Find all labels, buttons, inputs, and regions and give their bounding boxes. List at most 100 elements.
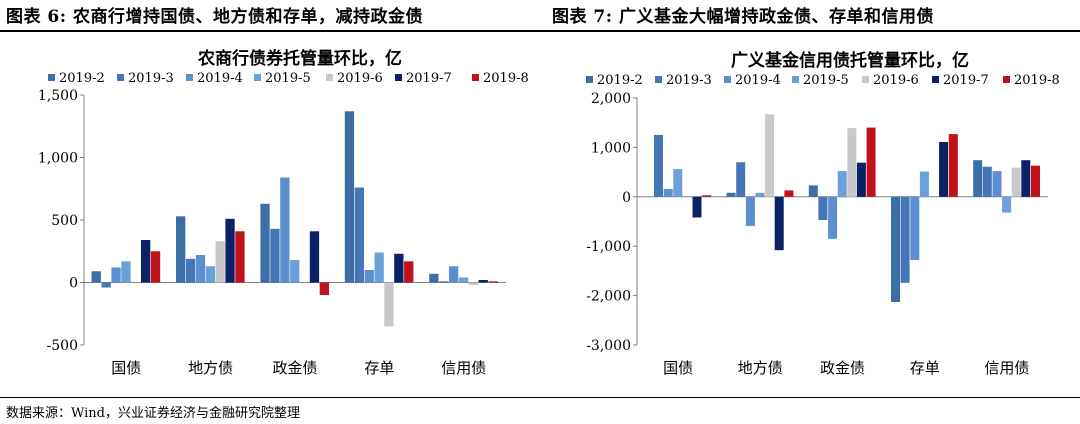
broad-fund-bond-custody-chart: 广义基金信用债托管量环比，亿 2019-2 2019-3 2019-4 2019-5 20… bbox=[586, 50, 1060, 377]
bar-2019-3-存单 bbox=[900, 196, 910, 283]
bar-2019-7-地方债 bbox=[774, 196, 784, 251]
legend-swatch-2019-8 bbox=[1003, 76, 1010, 83]
bar-2019-2-政金债 bbox=[260, 203, 270, 283]
bar-2019-8-地方债 bbox=[235, 231, 245, 283]
bar-2019-4-政金债 bbox=[280, 177, 290, 283]
category-label: 地方债 bbox=[738, 359, 783, 377]
y-tick-label: -1,000 bbox=[586, 239, 631, 255]
legend-swatch-2019-5 bbox=[792, 76, 799, 83]
bar-2019-2-存单 bbox=[344, 111, 355, 283]
bar-2019-2-信用债 bbox=[973, 160, 983, 197]
bar-2019-3-信用债 bbox=[439, 281, 449, 283]
y-tick-label: -3,000 bbox=[586, 338, 631, 354]
y-tick-label: -2,000 bbox=[586, 289, 631, 305]
figure-7-title: 图表 7: 广义基金大幅增持政金债、存单和信用债 bbox=[552, 7, 934, 27]
bar-2019-5-信用债 bbox=[1002, 196, 1012, 213]
bar-2019-8-信用债 bbox=[1031, 165, 1040, 197]
bar-2019-4-信用债 bbox=[449, 266, 459, 283]
category-label: 存单 bbox=[364, 359, 394, 377]
bar-2019-6-地方债 bbox=[215, 241, 225, 283]
legend-swatch-2019-6 bbox=[326, 74, 333, 81]
category-label: 存单 bbox=[910, 359, 940, 377]
bar-2019-7-地方债 bbox=[225, 218, 235, 283]
legend-label-2019-8: 2019-8 bbox=[1014, 73, 1060, 88]
bar-2019-5-地方债 bbox=[205, 266, 215, 283]
category-label: 政金债 bbox=[820, 359, 865, 377]
bar-2019-8-地方债 bbox=[784, 190, 794, 197]
bar-2019-7-信用债 bbox=[1021, 160, 1031, 197]
category-label: 信用债 bbox=[984, 359, 1029, 377]
source-divider bbox=[0, 397, 1080, 398]
legend-label-2019-8: 2019-8 bbox=[483, 71, 529, 86]
bar-2019-8-国债 bbox=[150, 251, 161, 283]
bar-2019-4-政金债 bbox=[828, 196, 838, 239]
bar-2019-5-国债 bbox=[121, 261, 131, 283]
bar-2019-8-存单 bbox=[948, 134, 958, 197]
legend-label-2019-5: 2019-5 bbox=[803, 73, 849, 88]
legend-label-2019-4: 2019-4 bbox=[735, 73, 781, 88]
legend-label-2019-7: 2019-7 bbox=[406, 71, 452, 86]
bar-2019-3-国债 bbox=[654, 135, 663, 197]
legend-swatch-2019-2 bbox=[586, 76, 593, 83]
legend-label-2019-3: 2019-3 bbox=[666, 73, 712, 88]
bar-2019-3-政金债 bbox=[818, 196, 828, 220]
bar-2019-5-存单 bbox=[374, 252, 384, 283]
rural-bank-bond-custody-chart: 农商行债券托管量环比，亿 2019-2 2019-3 2019-4 2019-5 2019… bbox=[38, 48, 529, 377]
bar-2019-4-国债 bbox=[663, 188, 673, 197]
chart-title: 广义基金信用债托管量环比，亿 bbox=[731, 50, 969, 71]
legend-label-2019-7: 2019-7 bbox=[943, 73, 989, 88]
bar-2019-4-存单 bbox=[910, 196, 920, 260]
legend-label-2019-6: 2019-6 bbox=[873, 73, 919, 88]
category-label: 信用债 bbox=[441, 359, 486, 377]
chart-title: 农商行债券托管量环比，亿 bbox=[197, 48, 402, 69]
category-label: 国债 bbox=[663, 359, 693, 377]
bar-2019-7-国债 bbox=[141, 240, 151, 283]
legend-swatch-2019-7 bbox=[395, 74, 402, 81]
bar-2019-6-存单 bbox=[384, 282, 394, 327]
legend-swatch-2019-4 bbox=[186, 74, 193, 81]
bar-2019-2-地方债 bbox=[176, 216, 186, 283]
category-label: 地方债 bbox=[188, 359, 233, 377]
bar-2019-5-信用债 bbox=[458, 277, 469, 283]
legend-label-2019-5: 2019-5 bbox=[265, 71, 311, 86]
y-tick-label: 1,500 bbox=[38, 88, 78, 104]
legend-swatch-2019-8 bbox=[472, 74, 479, 81]
bar-2019-7-信用债 bbox=[478, 280, 488, 283]
bar-2019-5-政金债 bbox=[837, 171, 847, 197]
bar-2019-6-信用债 bbox=[1011, 167, 1021, 197]
category-label: 国债 bbox=[111, 359, 141, 377]
bar-2019-2-存单 bbox=[891, 196, 900, 302]
bar-2019-2-政金债 bbox=[808, 185, 818, 197]
bar-2019-3-信用债 bbox=[982, 166, 992, 197]
legend-label-2019-6: 2019-6 bbox=[337, 71, 383, 86]
data-source-note: 数据来源：Wind，兴业证券经济与金融研究院整理 bbox=[6, 406, 300, 421]
bar-2019-4-信用债 bbox=[992, 171, 1002, 197]
bar-2019-2-国债 bbox=[91, 271, 101, 283]
bar-2019-7-政金债 bbox=[309, 231, 320, 283]
title-underline bbox=[0, 30, 1080, 32]
bar-2019-8-政金债 bbox=[319, 282, 329, 295]
bar-2019-6-政金债 bbox=[847, 128, 857, 197]
legend-label-2019-2: 2019-2 bbox=[597, 73, 643, 88]
y-tick-label: 1,000 bbox=[591, 140, 631, 156]
bar-2019-3-存单 bbox=[354, 187, 364, 283]
bar-2019-7-存单 bbox=[394, 253, 404, 283]
bar-2019-8-国债 bbox=[702, 195, 712, 197]
bar-2019-2-信用债 bbox=[429, 273, 439, 283]
bar-2019-8-政金债 bbox=[866, 127, 876, 197]
bar-2019-8-存单 bbox=[404, 261, 414, 283]
y-tick-label: -500 bbox=[47, 338, 78, 354]
bar-2019-3-地方债 bbox=[185, 258, 196, 283]
legend-swatch-2019-3 bbox=[655, 76, 662, 83]
bar-2019-5-政金债 bbox=[290, 260, 300, 283]
bar-2019-6-信用债 bbox=[468, 282, 478, 285]
bar-2019-6-地方债 bbox=[765, 114, 775, 197]
bar-2019-4-国债 bbox=[111, 267, 121, 283]
bar-2019-4-地方债 bbox=[745, 196, 755, 226]
legend-swatch-2019-2 bbox=[48, 74, 55, 81]
y-tick-label: 0 bbox=[69, 276, 78, 292]
legend-label-2019-2: 2019-2 bbox=[59, 71, 105, 86]
legend-swatch-2019-4 bbox=[724, 76, 731, 83]
bar-2019-4-存单 bbox=[364, 270, 374, 283]
y-tick-label: 0 bbox=[622, 190, 631, 206]
